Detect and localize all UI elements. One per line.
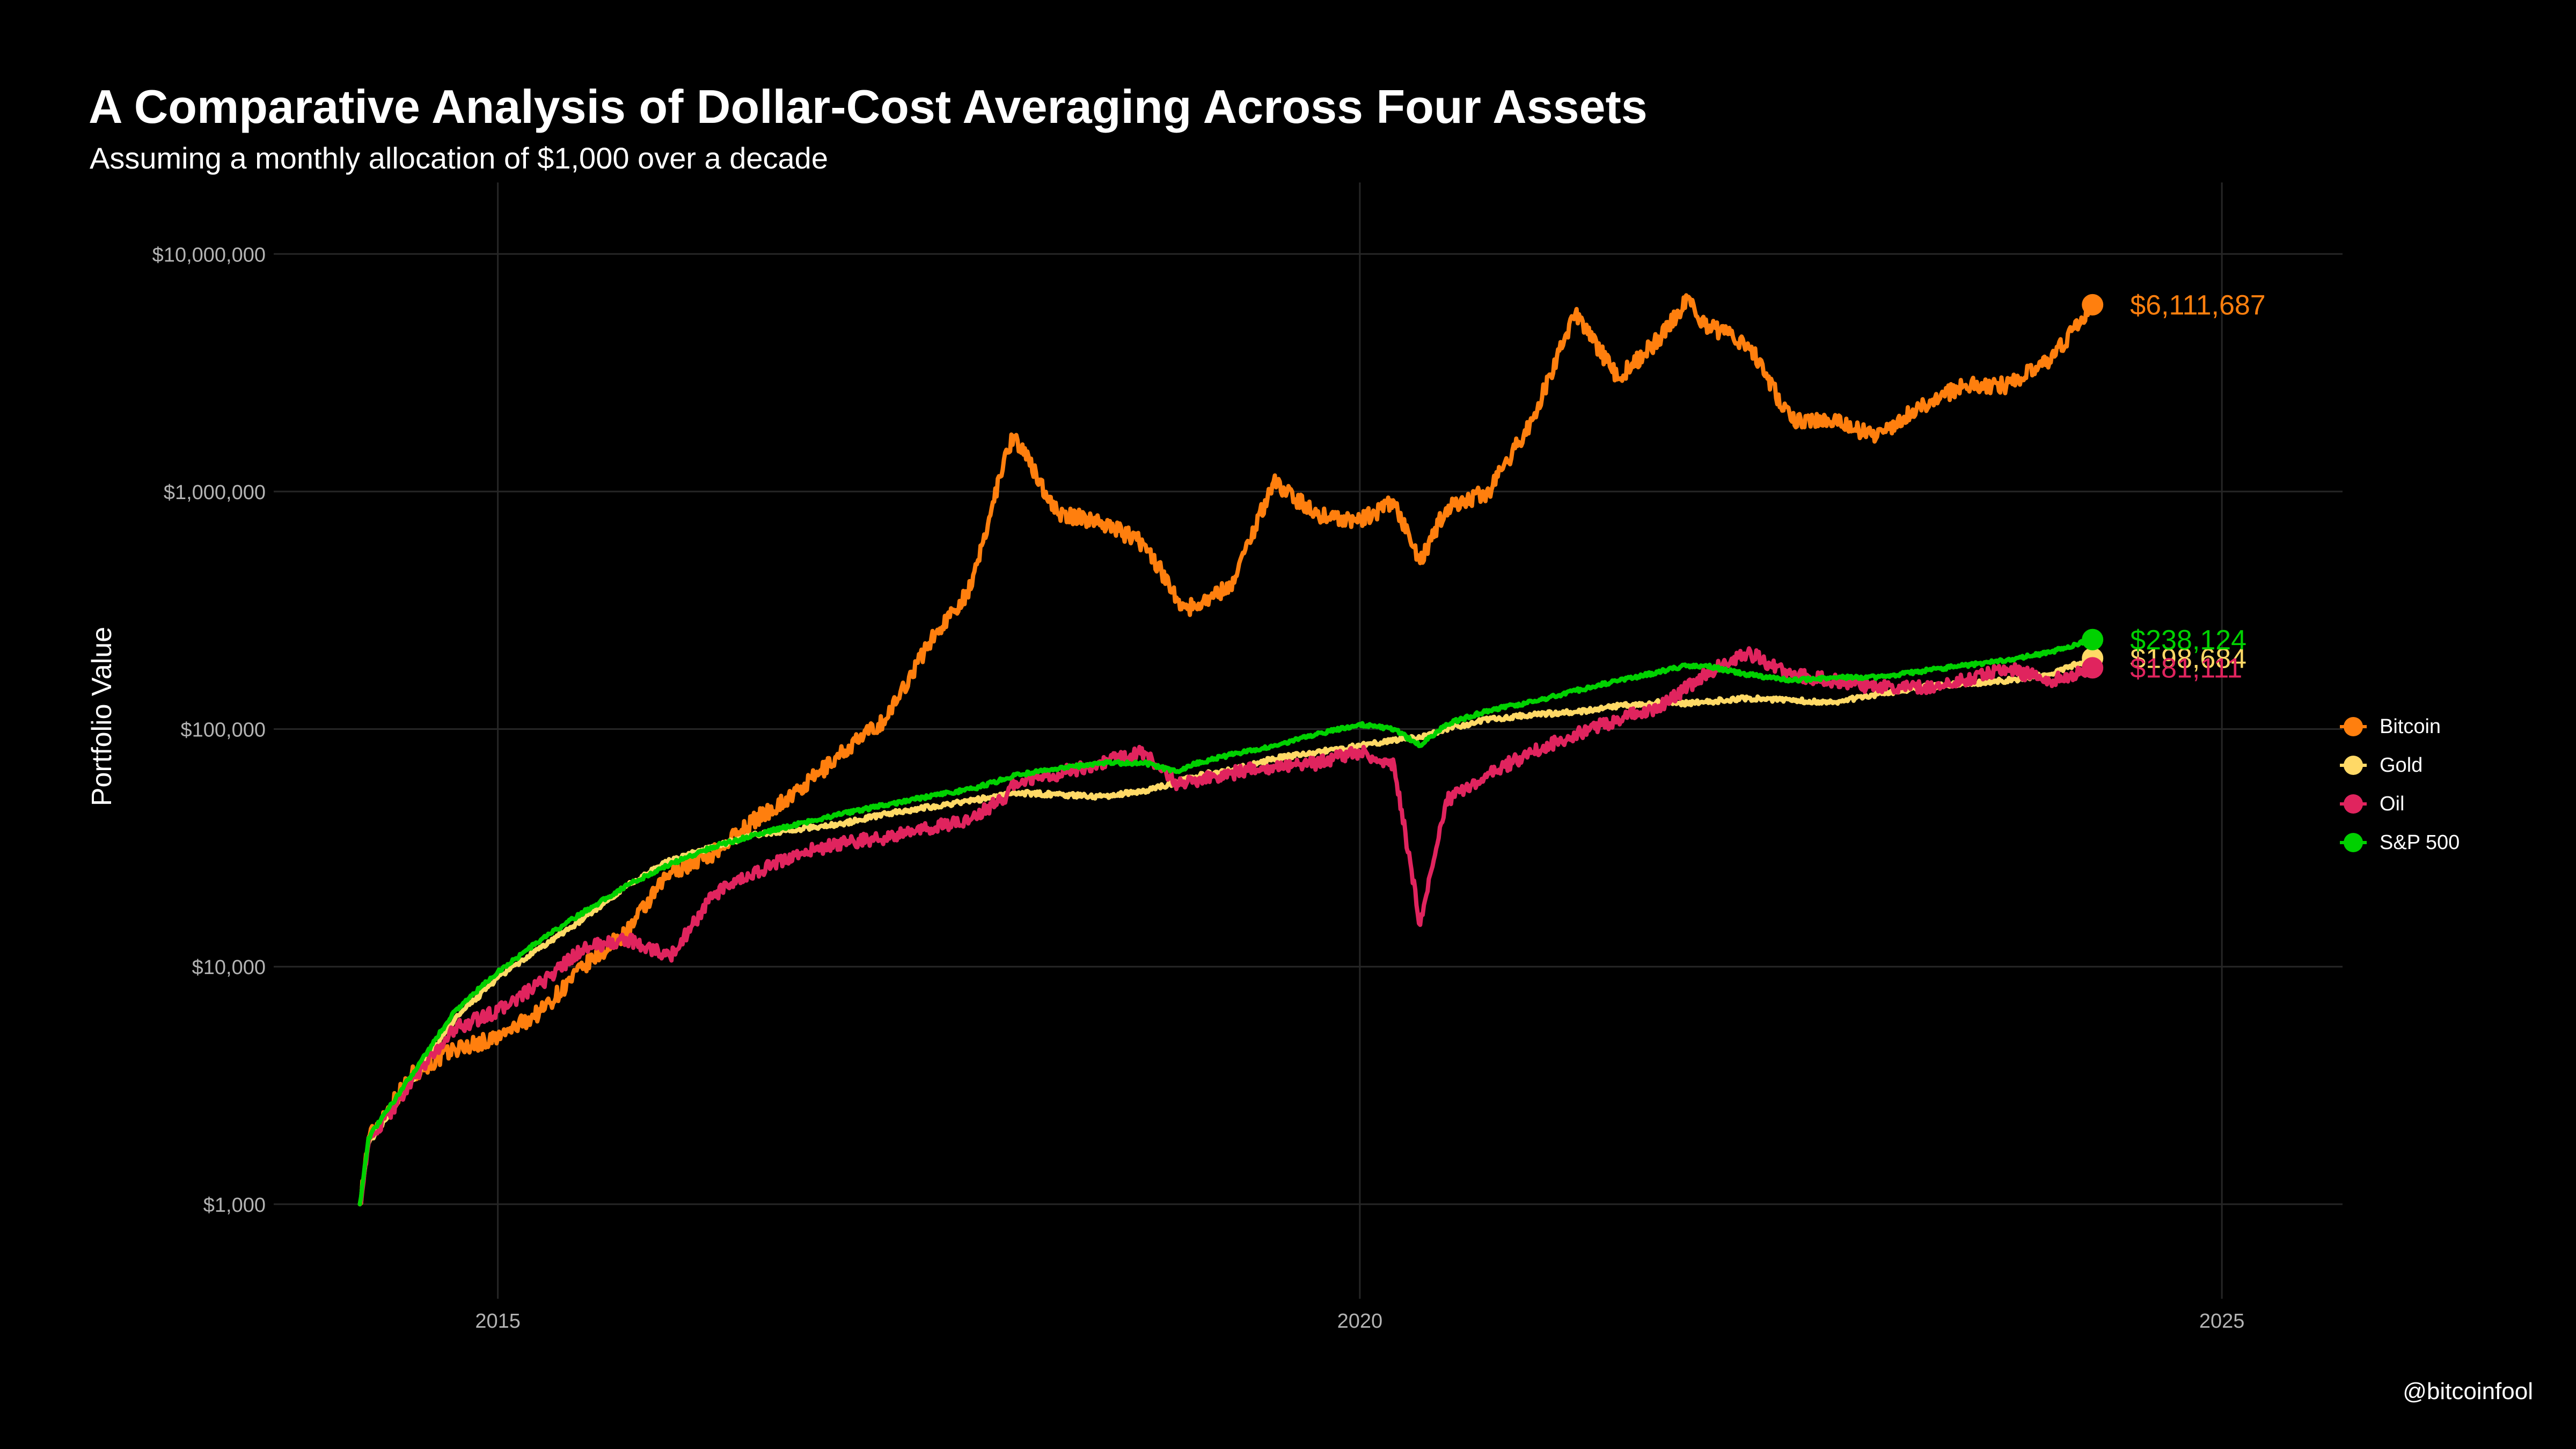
legend-key — [2340, 832, 2367, 853]
legend-key — [2340, 793, 2367, 815]
end-value-label: $198,684 — [2130, 643, 2246, 675]
legend-item: Oil — [2340, 785, 2460, 823]
chart-subtitle: Assuming a monthly allocation of $1,000 … — [90, 141, 828, 175]
y-tick-label: $10,000 — [192, 956, 266, 979]
end-point-marker — [2082, 294, 2104, 316]
x-tick-label: 2015 — [475, 1310, 521, 1333]
end-point-marker — [2082, 628, 2104, 650]
legend-item: S&P 500 — [2340, 823, 2460, 862]
grid-lines — [274, 182, 2343, 1299]
legend-key — [2340, 716, 2367, 737]
series-line-s-p-500 — [357, 637, 2095, 1206]
y-tick-label: $100,000 — [181, 719, 266, 742]
end-value-label: $6,111,687 — [2130, 290, 2266, 321]
end-value-label: $181,111 — [2130, 653, 2242, 684]
series-line-bitcoin — [357, 293, 2095, 1206]
legend: Bitcoin Gold Oil S&P 500 — [2340, 707, 2460, 862]
legend-label: Bitcoin — [2380, 715, 2441, 738]
x-tick-label: 2025 — [2199, 1310, 2245, 1333]
y-tick-label: $1,000,000 — [164, 481, 266, 504]
y-tick-label: $1,000 — [203, 1194, 266, 1217]
credit-handle: @bitcoinfool — [2403, 1378, 2533, 1404]
legend-key — [2340, 755, 2367, 776]
end-point-marker — [2082, 657, 2104, 679]
legend-item: Bitcoin — [2340, 707, 2460, 746]
legend-label: Gold — [2380, 753, 2423, 777]
end-markers: $6,111,687 $198,684$181,111$238,124 — [2082, 290, 2266, 684]
end-value-label: $238,124 — [2130, 625, 2246, 656]
x-tick-label: 2020 — [1337, 1310, 1383, 1333]
legend-item: Gold — [2340, 746, 2460, 785]
chart-title: A Comparative Analysis of Dollar-Cost Av… — [89, 80, 1648, 133]
y-tick-label: $10,000,000 — [152, 244, 266, 266]
x-axis-ticks: 2015 2020 2025 — [475, 1310, 2244, 1333]
series-line-oil — [357, 646, 2095, 1206]
y-axis-ticks: $1,000 $10,000 $100,000 $1,000,000 $10,000,0… — [152, 244, 266, 1217]
series-line-gold — [357, 655, 2095, 1206]
legend-label: S&P 500 — [2380, 831, 2460, 854]
series-lines — [357, 293, 2095, 1206]
legend-label: Oil — [2380, 792, 2405, 815]
